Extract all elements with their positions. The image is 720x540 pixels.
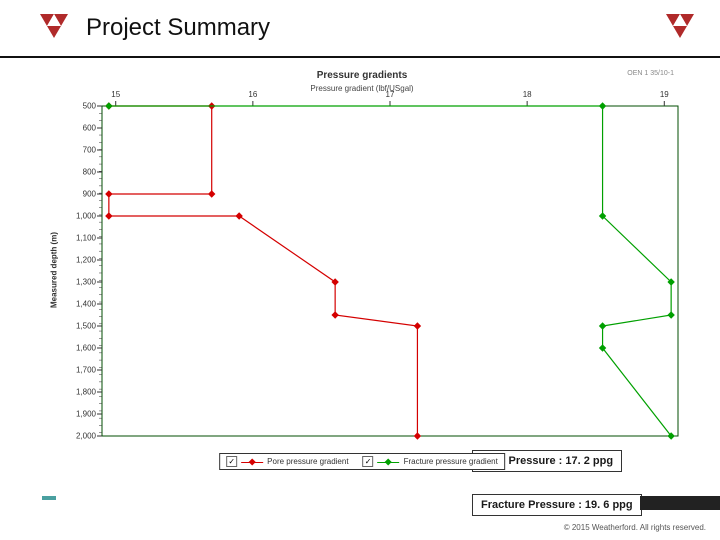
y-tick-label: 1,900	[60, 410, 96, 419]
chart-canvas	[42, 70, 682, 470]
x-tick-label: 15	[111, 90, 120, 99]
legend-label: Pore pressure gradient	[267, 457, 348, 466]
y-tick-label: 1,500	[60, 322, 96, 331]
y-tick-label: 900	[60, 190, 96, 199]
checkbox-icon[interactable]: ✓	[226, 456, 237, 467]
page-title: Project Summary	[86, 14, 270, 42]
legend-swatch	[378, 458, 400, 466]
y-tick-label: 1,800	[60, 388, 96, 397]
y-tick-label: 1,700	[60, 366, 96, 375]
legend-label: Fracture pressure gradient	[404, 457, 498, 466]
weatherford-logo-left	[36, 10, 72, 46]
copyright: © 2015 Weatherford. All rights reserved.	[564, 523, 706, 532]
x-tick-label: 19	[660, 90, 669, 99]
pressure-gradient-chart: Pressure gradients Pressure gradient (lb…	[42, 70, 682, 470]
y-tick-label: 600	[60, 124, 96, 133]
y-tick-label: 2,000	[60, 432, 96, 441]
legend-swatch	[241, 458, 263, 466]
header: Project Summary	[0, 0, 720, 58]
checkbox-icon[interactable]: ✓	[363, 456, 374, 467]
fracture-pressure-annotation: Fracture Pressure : 19. 6 ppg	[472, 494, 642, 516]
legend-item[interactable]: ✓ Pore pressure gradient	[226, 456, 348, 467]
x-tick-label: 16	[248, 90, 257, 99]
decorative-bar	[42, 496, 56, 500]
y-tick-label: 1,200	[60, 256, 96, 265]
y-tick-label: 1,000	[60, 212, 96, 221]
y-tick-label: 1,300	[60, 278, 96, 287]
y-tick-label: 1,600	[60, 344, 96, 353]
legend-item[interactable]: ✓ Fracture pressure gradient	[363, 456, 498, 467]
y-tick-label: 1,100	[60, 234, 96, 243]
weatherford-logo-right	[662, 10, 698, 46]
x-tick-label: 18	[523, 90, 532, 99]
y-tick-label: 500	[60, 102, 96, 111]
decorative-dark-block	[640, 496, 720, 510]
y-tick-label: 1,400	[60, 300, 96, 309]
chart-legend: ✓ Pore pressure gradient ✓ Fracture pressur…	[219, 453, 505, 470]
x-tick-label: 17	[386, 90, 395, 99]
y-tick-label: 700	[60, 146, 96, 155]
y-tick-label: 800	[60, 168, 96, 177]
